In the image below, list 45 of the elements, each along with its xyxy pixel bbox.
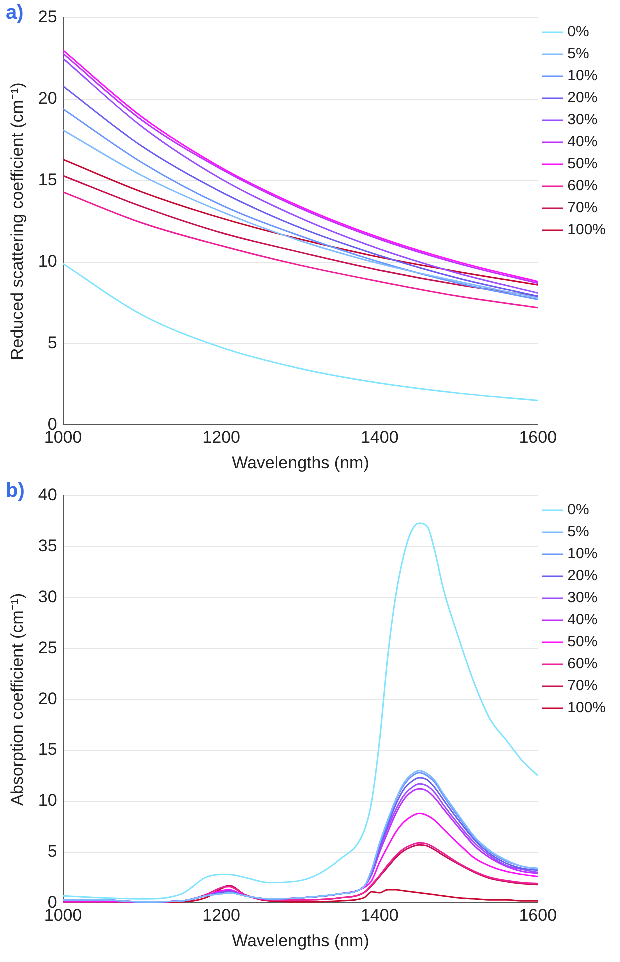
legend-label: 70% [568,200,598,217]
y-tick-label: 5 [48,842,58,861]
x-tick-label: 1600 [519,428,558,448]
y-tick-label: 10 [38,791,58,810]
legend-label: 5% [568,524,590,541]
y-tick-label: 40 [38,486,58,505]
legend-label: 0% [568,502,590,519]
legend-label: 30% [568,590,598,607]
legend-label: 10% [568,68,598,85]
x-axis-title: Wavelengths (nm) [232,453,370,472]
legend-label: 20% [568,90,598,107]
legend-label: 60% [568,178,598,195]
legend-label: 0% [568,24,590,41]
legend-label: 10% [568,546,598,563]
y-axis-title: Reduced scattering coefficient (cm⁻¹) [8,82,27,361]
legend-label: 100% [568,700,606,717]
y-tick-label: 20 [38,89,58,108]
legend-label: 60% [568,656,598,673]
legend-label: 50% [568,156,598,173]
legend-label: 70% [568,678,598,695]
chart-title: a) [6,2,24,25]
y-tick-label: 30 [38,587,58,606]
legend-label: 40% [568,134,598,151]
x-tick-label: 1600 [519,906,558,926]
y-axis-title: Absorption coefficient (cm⁻¹) [8,593,27,806]
y-tick-label: 5 [48,333,58,352]
x-tick-label: 1200 [202,906,240,926]
x-tick-label: 1400 [360,428,399,448]
y-tick-label: 10 [38,252,58,272]
legend-label: 20% [568,568,598,585]
y-tick-label: 15 [38,740,58,760]
legend-label: 50% [568,634,598,651]
y-tick-label: 15 [38,170,58,190]
x-tick-label: 1400 [360,906,399,926]
legend-label: 5% [568,46,590,63]
y-tick-label: 35 [38,536,58,556]
x-tick-label: 1200 [202,428,240,448]
y-tick-label: 25 [38,638,58,658]
legend-label: 40% [568,612,598,629]
legend-label: 100% [568,222,606,239]
chart-title: b) [6,480,25,503]
y-tick-label: 20 [38,689,58,708]
legend-label: 30% [568,112,598,129]
x-axis-title: Wavelengths (nm) [232,931,370,950]
y-tick-label: 25 [38,8,58,27]
